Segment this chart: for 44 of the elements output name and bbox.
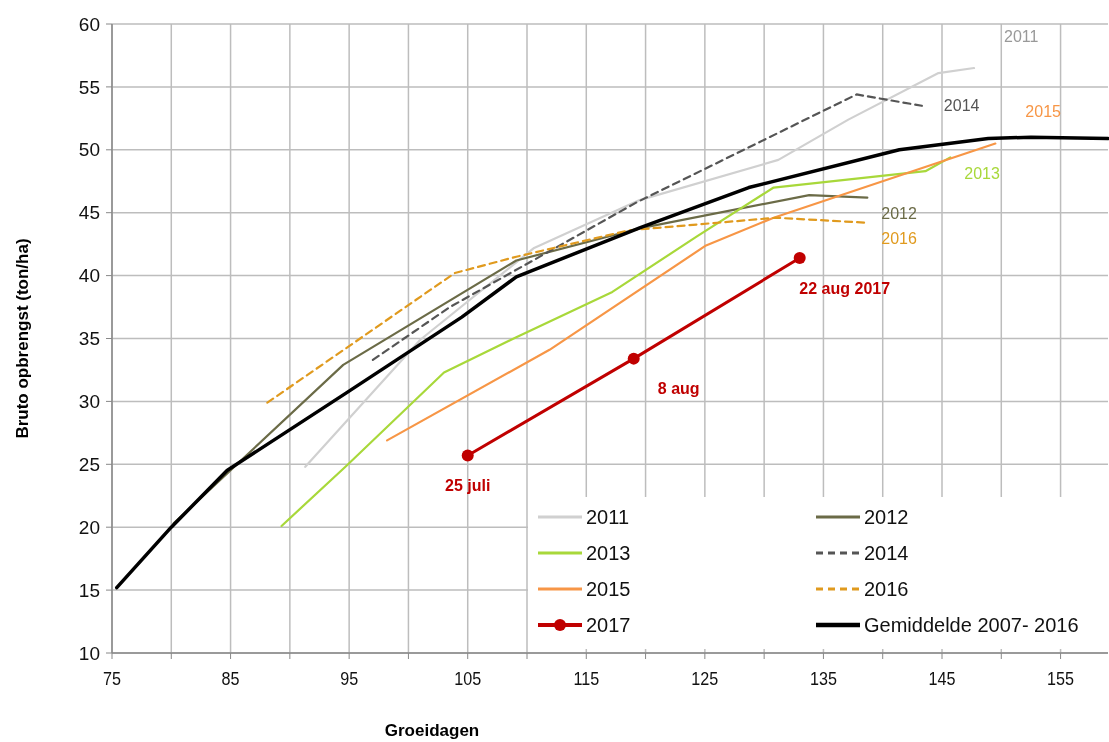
- y-tick-label: 30: [78, 391, 100, 413]
- y-tick-label: 15: [78, 579, 100, 601]
- x-axis-title: Groeidagen: [384, 721, 480, 740]
- point: [793, 251, 806, 264]
- point: [461, 449, 474, 462]
- y-tick-label: 10: [78, 642, 100, 664]
- annotation: 2013: [964, 164, 1000, 182]
- line-series: [371, 93, 923, 361]
- annotation: 22 aug 2017: [799, 279, 891, 297]
- x-tick-label: 155: [1047, 667, 1075, 690]
- y-tick-label: 55: [78, 76, 100, 98]
- x-tick-label: 75: [103, 667, 122, 690]
- annotation: 2014: [943, 97, 980, 115]
- y-axis-title: Bruto opbrengst (ton/ha): [13, 238, 32, 439]
- annotation: 8 aug: [657, 380, 700, 398]
- line-series: [280, 156, 952, 528]
- point: [627, 352, 640, 365]
- y-tick-label: 35: [78, 328, 100, 350]
- x-tick-label: 125: [691, 667, 719, 690]
- legend-label: 2015: [586, 578, 631, 600]
- annotation: 2015: [1025, 103, 1062, 121]
- legend-label: 2012: [864, 506, 909, 528]
- y-tick-label: 45: [78, 202, 100, 224]
- annotation: 2011: [1004, 27, 1039, 45]
- x-tick-label: 145: [928, 667, 956, 690]
- x-tick-label: 95: [340, 667, 359, 690]
- annotation: 2012: [881, 205, 917, 223]
- y-tick-label: 50: [78, 139, 100, 161]
- legend-label: 2016: [864, 578, 909, 600]
- y-tick-label: 40: [78, 265, 100, 287]
- legend-label: 2017: [586, 614, 631, 636]
- x-tick-label: 115: [573, 667, 600, 690]
- x-tick-label: 135: [809, 667, 838, 690]
- legend-label: 2014: [864, 542, 909, 564]
- y-tick-label: 20: [78, 516, 100, 538]
- y-tick-label: 25: [78, 453, 100, 475]
- legend-label: 2011: [586, 506, 630, 528]
- annotation: 25 juli: [445, 477, 491, 495]
- x-tick-label: 85: [221, 667, 240, 690]
- annotation: 2016: [881, 230, 917, 248]
- legend-label: 2013: [586, 542, 631, 564]
- legend-label: Gemiddelde 2007- 2016: [864, 614, 1079, 636]
- y-tick-label: 60: [78, 13, 100, 35]
- x-tick-label: 105: [454, 667, 482, 690]
